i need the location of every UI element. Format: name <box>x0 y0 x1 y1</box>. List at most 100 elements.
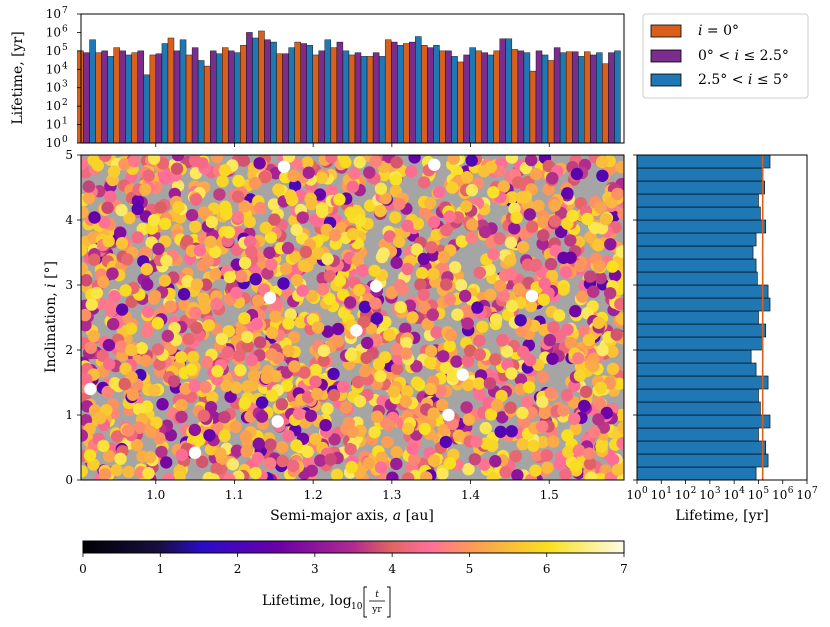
scatter-point <box>122 465 135 479</box>
right-bar <box>636 349 752 364</box>
scatter-point <box>604 287 617 300</box>
right-bar <box>636 193 759 208</box>
scatter-point <box>446 181 459 194</box>
scatter-point <box>497 180 510 193</box>
scatter-point <box>594 398 607 411</box>
scatter-point <box>296 211 309 224</box>
scatter-point <box>616 437 624 450</box>
scatter-point <box>443 210 456 223</box>
scatter-point <box>400 336 413 350</box>
scatter-point-long-lived <box>525 289 539 303</box>
scatter-point <box>232 470 245 480</box>
scatter-point <box>240 445 253 458</box>
scatter-point <box>91 159 105 172</box>
right-bar <box>636 167 764 182</box>
top-bar-15-2 <box>360 56 368 144</box>
scatter-point <box>418 301 431 314</box>
scatter-point <box>265 348 278 361</box>
right-xtick-exponent: 1 <box>666 486 672 496</box>
top-bar-4-2 <box>161 43 169 144</box>
scatter-point <box>538 277 551 290</box>
top-ytick-exponent: 7 <box>62 6 68 16</box>
top-histogram-bars <box>77 30 621 144</box>
scatter-point <box>357 315 371 328</box>
scatter-point <box>97 439 110 453</box>
scatter-point <box>317 344 331 357</box>
scatter-point <box>304 409 318 422</box>
top-bar-12-1 <box>300 43 307 144</box>
scatter-point <box>290 439 303 452</box>
top-bar-2-1 <box>119 50 126 144</box>
scatter-point <box>479 225 492 239</box>
scatter-point <box>252 437 265 450</box>
scatter-point <box>421 318 434 331</box>
scatter-point <box>164 300 177 313</box>
scatter-point <box>189 220 202 233</box>
scatter-point <box>595 440 608 453</box>
scatter-point-long-lived <box>442 408 455 422</box>
scatter-point <box>542 183 555 196</box>
scatter-point <box>114 226 127 239</box>
scatter-point <box>552 309 566 322</box>
scatter-point <box>594 472 607 480</box>
right-histogram-xlabel: Lifetime, [yr] <box>675 508 768 524</box>
scatter-point <box>213 188 226 201</box>
scatter-point <box>142 467 155 480</box>
scatter-point <box>351 375 365 389</box>
scatter-point <box>151 317 164 330</box>
scatter-point <box>87 330 101 343</box>
top-bar-13-1 <box>318 50 326 144</box>
scatter-point <box>532 199 545 213</box>
scatter-point <box>566 209 579 222</box>
top-histogram-ylabel: Lifetime, [yr] <box>10 31 26 124</box>
scatter-point <box>495 389 508 403</box>
scatter-point <box>368 426 381 439</box>
scatter-point <box>172 201 185 214</box>
main-scatter-yticks: 0 1 2 3 4 5 <box>65 148 81 487</box>
top-ytick-exponent: 2 <box>62 98 68 108</box>
scatter-point <box>82 180 96 193</box>
scatter-point <box>559 266 573 279</box>
scatter-point <box>269 167 282 180</box>
scatter-point <box>466 218 479 231</box>
scatter-point <box>443 293 456 306</box>
scatter-point <box>102 234 115 248</box>
top-bar-1-1 <box>101 50 108 144</box>
scatter-point <box>261 267 274 280</box>
top-ytick-exponent: 4 <box>62 61 68 71</box>
scatter-point <box>486 472 500 480</box>
top-bar-9-2 <box>252 37 259 144</box>
scatter-point <box>182 332 195 346</box>
scatter-point <box>561 429 574 442</box>
scatter-point <box>401 422 415 435</box>
main-ytick-label: 0 <box>65 473 73 487</box>
scatter-point <box>199 278 213 291</box>
top-bar-20-1 <box>445 50 452 144</box>
scatter-point <box>255 396 269 409</box>
scatter-point <box>487 186 500 199</box>
scatter-point <box>504 401 517 414</box>
scatter-point <box>84 341 98 354</box>
scatter-point <box>537 229 550 242</box>
main-xtick-label: 1.5 <box>540 488 559 502</box>
scatter-point <box>564 337 578 350</box>
scatter-point <box>529 464 542 477</box>
right-histogram-xticks: 10 0 10 1 10 2 10 3 10 4 10 5 10 6 10 7 <box>626 480 818 502</box>
scatter-point <box>316 283 330 296</box>
scatter-point <box>115 203 128 217</box>
scatter-point <box>587 360 600 373</box>
colorbar-gradient <box>82 540 625 554</box>
top-bar-29-0 <box>602 63 609 144</box>
scatter-point <box>362 457 375 470</box>
scatter-point <box>392 235 406 248</box>
scatter-point <box>530 448 544 462</box>
colorbar-tick-label: 6 <box>543 562 551 576</box>
scatter-point <box>135 342 148 355</box>
scatter-point <box>139 183 152 196</box>
scatter-point <box>186 209 199 222</box>
scatter-point-long-lived <box>263 291 277 305</box>
top-bar-18-1 <box>409 41 416 144</box>
scatter-point <box>617 207 624 221</box>
right-xtick-exponent: 0 <box>642 486 648 496</box>
scatter-point <box>167 375 181 388</box>
